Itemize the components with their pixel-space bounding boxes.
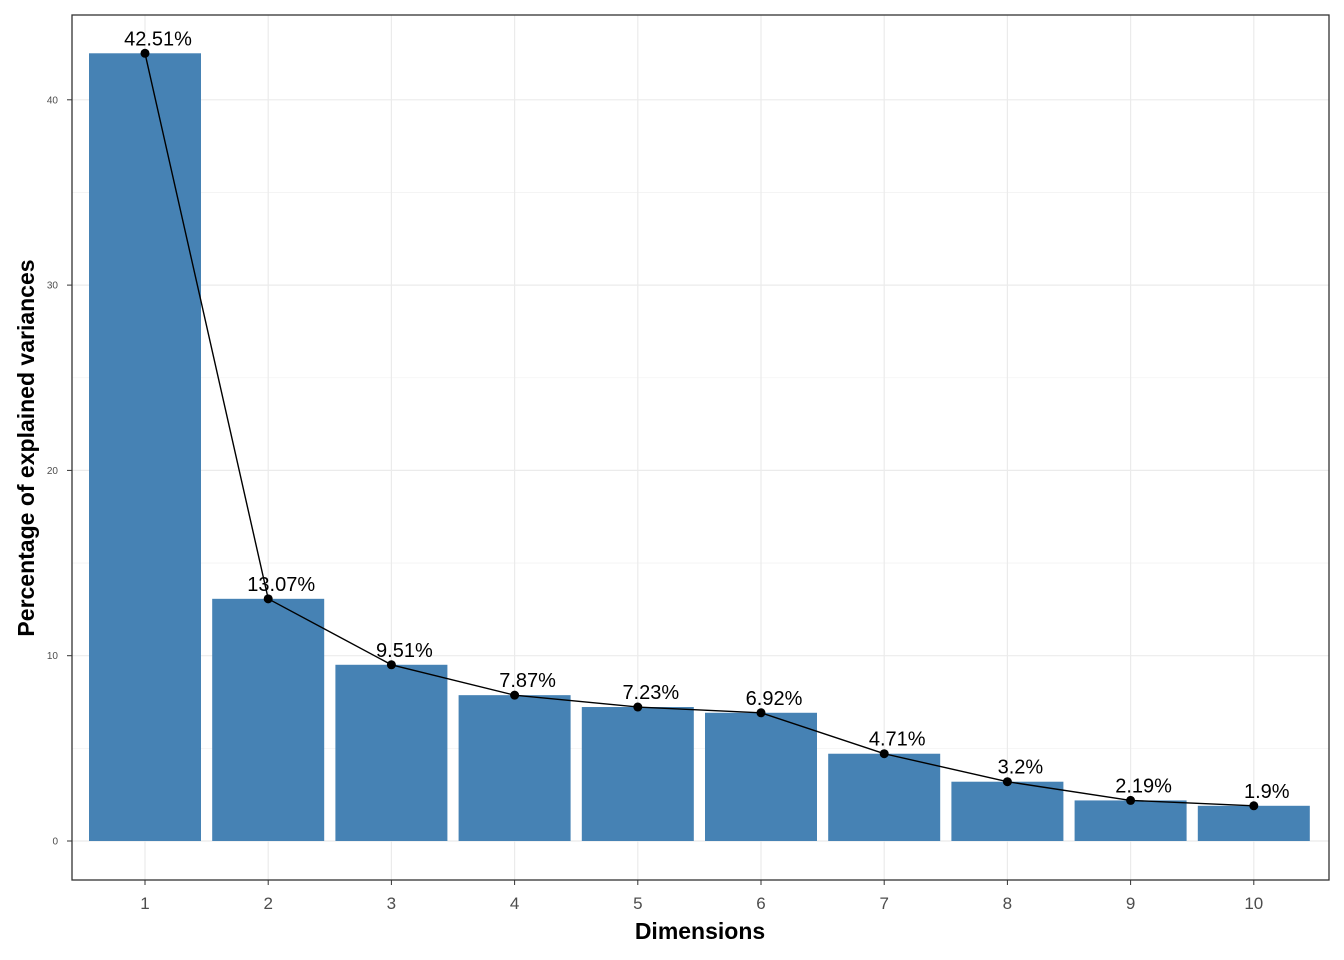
y-tick-label: 10 xyxy=(47,651,59,662)
x-tick-label: 9 xyxy=(1126,894,1135,913)
value-label: 6.92% xyxy=(746,688,803,710)
bar xyxy=(458,695,571,841)
x-axis: 1 2 3 4 5 6 7 8 9 10 xyxy=(140,880,1263,913)
bar xyxy=(89,53,201,842)
value-label: 7.87% xyxy=(499,670,556,692)
trend-point xyxy=(756,708,766,718)
value-label: 42.51% xyxy=(124,28,192,50)
trend-point xyxy=(1249,801,1259,811)
bar xyxy=(581,707,694,841)
y-axis-title: Percentage of explained variances xyxy=(13,259,39,636)
trend-point xyxy=(140,48,150,58)
trend-point xyxy=(386,660,396,670)
value-label: 9.51% xyxy=(376,640,433,662)
x-tick-label: 4 xyxy=(510,894,519,913)
panel-border xyxy=(71,14,1330,881)
x-tick-label: 6 xyxy=(756,894,765,913)
value-label: 7.23% xyxy=(622,682,679,704)
bar xyxy=(335,664,448,841)
trend-point xyxy=(879,749,889,759)
trend-point xyxy=(1126,795,1136,805)
y-tick-label: 40 xyxy=(47,95,59,106)
x-tick-label: 5 xyxy=(633,894,642,913)
x-tick-label: 7 xyxy=(879,894,888,913)
bar xyxy=(1197,805,1310,841)
trend-point xyxy=(510,690,520,700)
value-label: 1.9% xyxy=(1244,781,1290,803)
x-tick-label: 2 xyxy=(263,894,272,913)
trend-point xyxy=(633,702,643,712)
value-label: 13.07% xyxy=(247,574,315,596)
value-label: 3.2% xyxy=(998,757,1044,779)
bar xyxy=(1074,800,1187,841)
bar xyxy=(705,712,817,841)
x-tick-label: 3 xyxy=(387,894,396,913)
x-tick-label: 1 xyxy=(140,894,149,913)
value-label: 2.19% xyxy=(1115,775,1172,797)
y-tick-label: 0 xyxy=(52,837,58,848)
bar xyxy=(828,753,941,841)
x-axis-title: Dimensions xyxy=(635,918,765,944)
trend-point xyxy=(1002,777,1012,787)
bar xyxy=(212,598,325,841)
trend-line-path xyxy=(144,53,1254,807)
value-label: 4.71% xyxy=(869,729,926,751)
x-tick-label: 8 xyxy=(1003,894,1012,913)
trend-line xyxy=(140,48,1259,811)
bar xyxy=(951,781,1064,841)
value-labels: 42.51% 13.07% 9.51% 7.87% 7.23% 6.92% 4.71% 3.2… xyxy=(124,28,1290,803)
bars xyxy=(89,53,1310,842)
y-tick-label: 20 xyxy=(47,466,59,477)
trend-point xyxy=(263,594,273,604)
y-tick-label: 30 xyxy=(47,281,59,292)
y-axis: 0 10 20 30 40 xyxy=(47,95,72,848)
x-tick-label: 10 xyxy=(1244,894,1263,913)
